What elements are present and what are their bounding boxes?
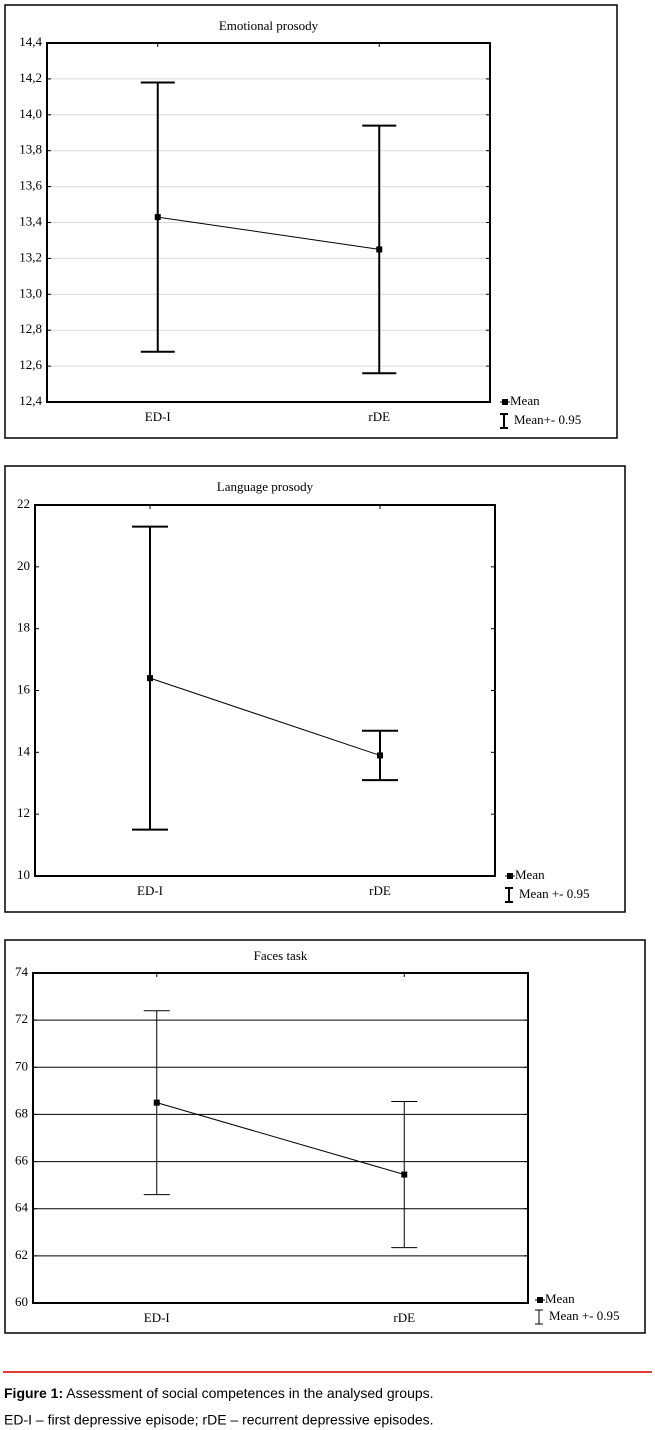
y-tick-label: 12,6: [19, 357, 42, 372]
y-tick-label: 12: [17, 805, 30, 820]
chart-frame: [4, 4, 618, 439]
y-tick-label: 13,0: [19, 285, 42, 300]
y-tick-label: 22: [17, 496, 30, 511]
plot-frame: [46, 42, 491, 403]
y-tick-label: 60: [15, 1294, 28, 1309]
x-tick-label: ED-I: [145, 409, 171, 424]
mean-marker: [401, 1171, 408, 1178]
plot-frame: [32, 972, 529, 1304]
legend-label: Mean +- 0.95: [519, 886, 590, 901]
mean-marker: [147, 675, 153, 682]
mean-line: [157, 216, 380, 250]
y-tick-label: 64: [15, 1200, 29, 1215]
y-tick-label: 13,6: [19, 178, 42, 193]
y-tick-label: 66: [15, 1153, 29, 1168]
y-tick-label: 12,4: [19, 393, 42, 408]
y-tick-label: 62: [15, 1247, 28, 1262]
y-tick-label: 14: [17, 743, 31, 758]
y-tick-label: 14,0: [19, 106, 42, 121]
caption-note: ED-I – first depressive episode; rDE – r…: [4, 1412, 434, 1428]
mean-marker: [154, 214, 161, 221]
legend-error-icon: [500, 413, 508, 429]
legend-label: Mean+- 0.95: [514, 412, 581, 427]
legend-label: Mean: [545, 1291, 575, 1306]
x-tick-label: rDE: [368, 409, 390, 424]
caption-label: Figure 1:: [4, 1385, 63, 1401]
x-tick-label: rDE: [369, 883, 391, 898]
mean-line: [156, 1102, 405, 1176]
chart-title: Language prosody: [217, 479, 314, 494]
mean-marker: [153, 1099, 160, 1106]
y-tick-label: 74: [15, 964, 29, 979]
caption-text: Assessment of social competences in the …: [66, 1385, 433, 1401]
chart-frame: [4, 939, 646, 1334]
legend-error-icon: [535, 1309, 543, 1325]
y-tick-label: 14,4: [19, 34, 42, 49]
y-tick-label: 13,4: [19, 213, 42, 228]
y-tick-label: 68: [15, 1105, 28, 1120]
legend-label: Mean +- 0.95: [549, 1308, 620, 1323]
chart-title: Emotional prosody: [219, 18, 319, 33]
chart-title: Faces task: [254, 948, 308, 963]
chart-frame: [4, 465, 626, 913]
x-tick-label: ED-I: [137, 883, 163, 898]
y-tick-label: 13,8: [19, 142, 42, 157]
plot-frame: [34, 504, 496, 877]
y-tick-label: 13,2: [19, 249, 42, 264]
legend-error-icon: [505, 887, 513, 903]
y-tick-label: 12,8: [19, 321, 42, 336]
y-tick-label: 72: [15, 1011, 28, 1026]
caption: Figure 1: Assessment of social competenc…: [4, 1385, 434, 1401]
mean-marker: [376, 246, 383, 253]
y-tick-label: 70: [15, 1058, 28, 1073]
x-tick-label: rDE: [393, 1310, 415, 1325]
y-tick-label: 14,2: [19, 70, 42, 85]
y-tick-label: 10: [17, 867, 30, 882]
x-tick-label: ED-I: [144, 1310, 170, 1325]
y-tick-label: 20: [17, 558, 30, 573]
y-tick-label: 16: [17, 681, 31, 696]
y-tick-label: 18: [17, 620, 30, 635]
legend-label: Mean: [510, 393, 540, 408]
mean-line: [149, 677, 381, 756]
mean-marker: [377, 752, 383, 759]
legend-label: Mean: [515, 867, 545, 882]
